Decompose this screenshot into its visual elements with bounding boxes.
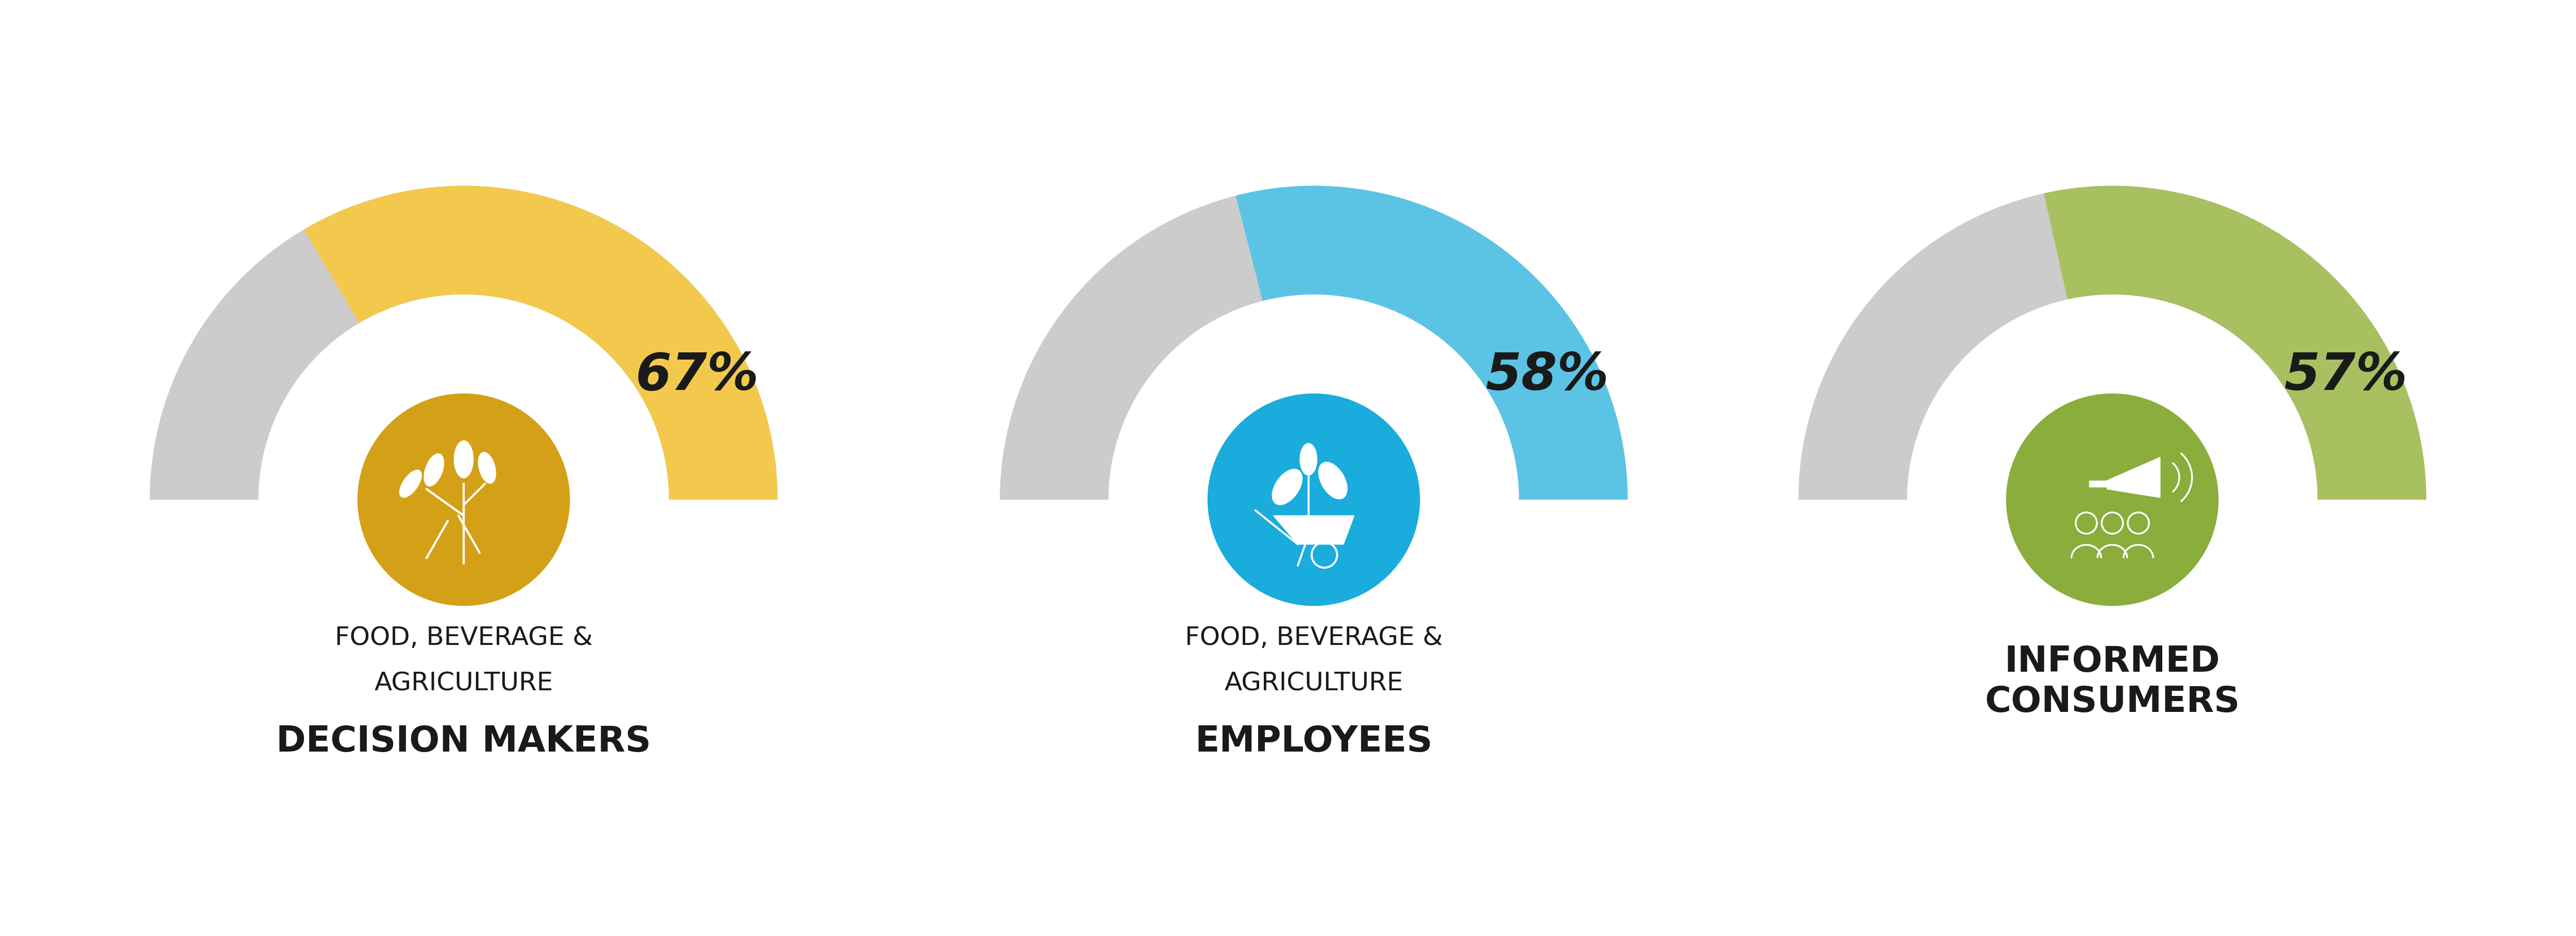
Wedge shape <box>304 185 778 500</box>
Wedge shape <box>999 185 1628 500</box>
Circle shape <box>2007 393 2218 606</box>
Ellipse shape <box>399 470 422 497</box>
Ellipse shape <box>479 452 495 483</box>
Text: INFORMED
CONSUMERS: INFORMED CONSUMERS <box>1984 645 2241 719</box>
Polygon shape <box>2107 457 2161 498</box>
Polygon shape <box>2089 480 2107 487</box>
Text: AGRICULTURE: AGRICULTURE <box>374 671 554 695</box>
Ellipse shape <box>453 441 474 478</box>
Polygon shape <box>1273 516 1355 545</box>
Text: FOOD, BEVERAGE &: FOOD, BEVERAGE & <box>335 625 592 650</box>
Ellipse shape <box>1319 462 1347 499</box>
Text: 58%: 58% <box>1486 351 1610 401</box>
Ellipse shape <box>425 454 443 486</box>
Text: EMPLOYEES: EMPLOYEES <box>1195 724 1432 759</box>
Text: FOOD, BEVERAGE &: FOOD, BEVERAGE & <box>1185 625 1443 650</box>
Text: 67%: 67% <box>636 351 760 401</box>
Text: 57%: 57% <box>2285 351 2409 401</box>
Circle shape <box>1208 393 1419 606</box>
Wedge shape <box>1798 185 2427 500</box>
Text: AGRICULTURE: AGRICULTURE <box>1224 671 1404 695</box>
Wedge shape <box>149 185 778 500</box>
Ellipse shape <box>1273 469 1303 505</box>
Wedge shape <box>2043 185 2427 500</box>
Text: DECISION MAKERS: DECISION MAKERS <box>276 724 652 759</box>
Circle shape <box>358 393 569 606</box>
Wedge shape <box>1236 185 1628 500</box>
Ellipse shape <box>1301 444 1316 475</box>
